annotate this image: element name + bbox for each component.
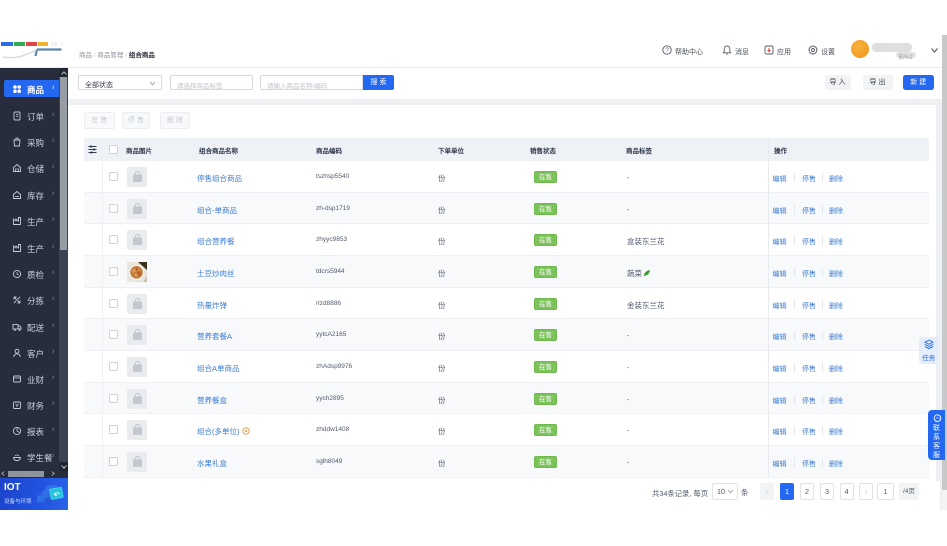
svg-text:?: ? xyxy=(665,47,669,54)
